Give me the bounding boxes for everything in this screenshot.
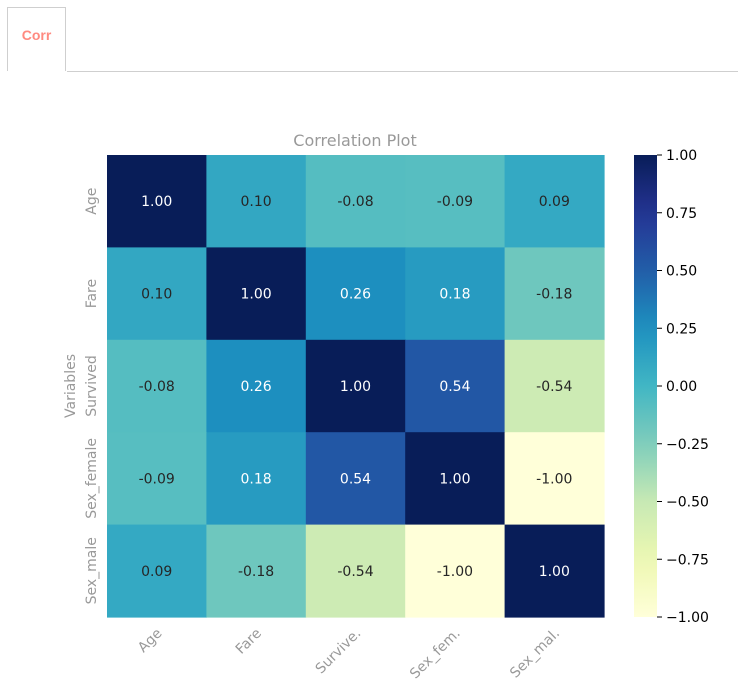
heatmap-cell [206,432,307,526]
cell-annotation: 0.10 [241,194,272,210]
row-tick-label: Survived [84,355,100,416]
row-tick-labels: Age Fare Survived Sex_female Sex_male [84,188,100,605]
colorbar-tick-label: −0.25 [666,437,709,453]
cell-annotation: 1.00 [439,471,470,487]
heatmap-cell [405,524,506,618]
heatmap-cell [206,247,307,341]
column-tick-label: Fare [233,626,265,658]
tab-bar-divider [67,71,738,72]
tab-corr-label: Corr [21,27,52,43]
colorbar-ticks: 1.00 0.75 0.50 0.25 0.00 −0.25 −0.50 −0.75 −1.00 [657,148,709,626]
heatmap-cell [504,247,605,341]
colorbar-tick-label: 0.25 [666,321,697,337]
colorbar-tick-label: −0.50 [666,495,709,511]
cell-annotation: 0.09 [141,564,172,580]
heatmap-cell [405,247,506,341]
heatmap-cell [107,524,207,618]
column-tick-labels: Age Fare Survive. Sex_fem. Sex_mal. [135,626,563,683]
heatmap-cell [504,155,605,248]
cell-annotation: 0.26 [241,379,272,395]
cell-annotation: 0.54 [439,379,470,395]
heatmap-cell [504,432,605,526]
cell-annotation: 0.09 [539,194,570,210]
colorbar-tick-label: 0.00 [666,379,697,395]
tab-bar: Corr [0,0,738,72]
heatmap-cell [504,524,605,618]
cell-annotation: -1.00 [437,564,473,580]
cell-annotation: 0.18 [439,287,470,303]
cell-annotation: 1.00 [539,564,570,580]
heatmap-cell [107,339,207,433]
heatmap-cells [107,155,605,618]
cell-annotation: -0.08 [139,379,175,395]
row-tick-label: Fare [84,279,100,308]
heatmap-cell [305,155,406,248]
heatmap-cell [206,155,307,248]
heatmap-cell [305,432,406,526]
cell-annotation: -0.09 [437,194,473,210]
column-tick-label: Sex_fem. [407,626,464,683]
colorbar-tick-label: −1.00 [666,610,709,626]
cell-annotation: 0.26 [340,287,371,303]
y-axis-label: Variables [63,354,79,418]
cell-annotation: 0.54 [340,471,371,487]
cell-annotation: 1.00 [141,194,172,210]
colorbar-tick-label: 1.00 [666,148,697,164]
heatmap-cell [405,339,506,433]
heatmap-cell [107,432,207,526]
chart-title: Correlation Plot [293,131,416,150]
cell-annotation: -0.18 [238,564,274,580]
heatmap-cell [206,524,307,618]
cell-annotation: 0.10 [141,287,172,303]
heatmap-cell [305,524,406,618]
cell-annotation: -0.54 [536,379,572,395]
colorbar-tick-label: 0.50 [666,264,697,280]
colorbar-tick-label: −0.75 [666,552,709,568]
cell-annotation: -1.00 [536,471,572,487]
column-tick-label: Age [135,626,165,656]
heatmap-cell [405,155,506,248]
heatmap-cell [504,339,605,433]
colorbar-tick-label: 0.75 [666,206,697,222]
cell-annotation: 1.00 [241,287,272,303]
colorbar [634,155,657,617]
heatmap-cell [107,247,207,341]
heatmap-cell [405,432,506,526]
heatmap-cell [305,247,406,341]
heatmap-cell [107,155,207,248]
cell-annotation: -0.54 [337,564,373,580]
row-tick-label: Sex_male [84,537,100,604]
column-tick-label: Survive. [313,626,365,678]
cell-annotation: 1.00 [340,379,371,395]
tab-corr[interactable]: Corr [7,7,66,71]
cell-annotation: -0.18 [536,287,572,303]
column-tick-label: Sex_mal. [507,626,563,682]
row-tick-label: Sex_female [84,438,100,519]
heatmap-cell [305,339,406,433]
cell-annotation: -0.09 [139,471,175,487]
heatmap-annotations: 1.00 0.10 -0.08 -0.09 0.09 0.10 1.00 0.26 0.18 -0… [139,194,573,580]
row-tick-label: Age [84,188,100,215]
cell-annotation: -0.08 [337,194,373,210]
cell-annotation: 0.18 [241,471,272,487]
heatmap-cell [206,339,307,433]
